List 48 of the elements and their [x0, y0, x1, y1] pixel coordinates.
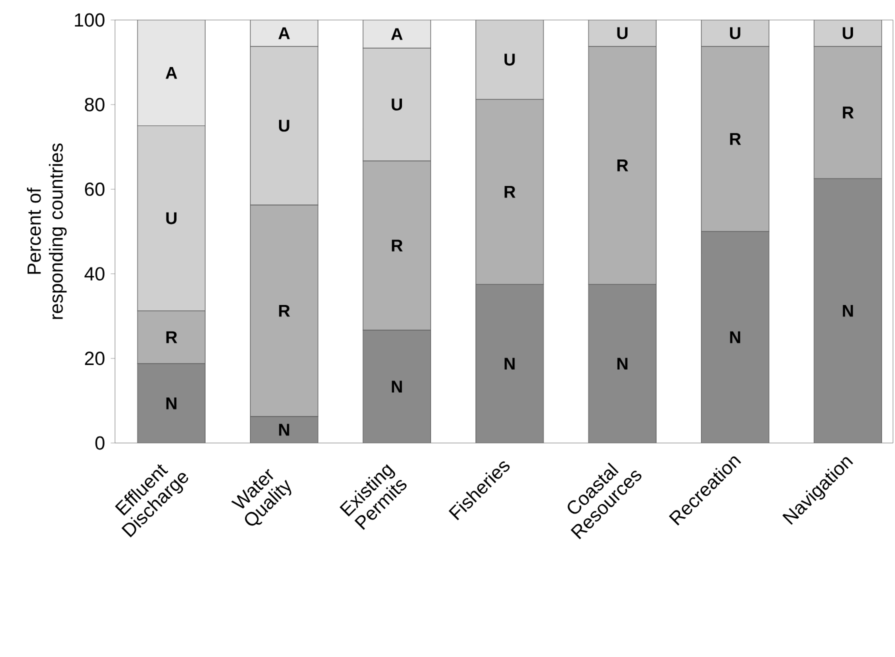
y-tick-label: 100	[74, 13, 104, 27]
text: A	[391, 28, 403, 40]
text: U	[392, 98, 402, 111]
y-tick-label: 40	[84, 267, 104, 281]
bar	[250, 46, 318, 206]
bar	[138, 364, 206, 443]
bar	[588, 20, 657, 47]
series-label: U	[617, 27, 628, 40]
text: A	[166, 67, 178, 79]
text: U	[279, 120, 290, 132]
text: U	[730, 27, 740, 40]
bar	[588, 284, 656, 443]
bar	[250, 416, 318, 443]
bar	[701, 20, 770, 47]
bar	[362, 20, 432, 48]
text: N	[842, 304, 853, 317]
y-tick-label: 80	[84, 98, 104, 112]
text: U	[842, 27, 854, 40]
text: N	[504, 358, 515, 370]
y-axis-title: Percent of responding countries	[26, 144, 67, 319]
bar	[476, 20, 544, 100]
text: R	[279, 304, 290, 317]
text: R	[504, 186, 516, 198]
series-label: A	[278, 27, 290, 40]
y-tick-label: 60	[85, 182, 104, 196]
text: R	[730, 133, 741, 145]
bar	[137, 20, 206, 126]
y-tick-label: 20	[85, 352, 104, 366]
text: N	[617, 358, 628, 370]
bar	[363, 330, 431, 443]
bar	[701, 232, 769, 443]
text: R	[617, 160, 628, 172]
y-tick-label: 0	[95, 436, 104, 450]
bar	[814, 20, 882, 47]
text: N	[730, 331, 740, 344]
text: U	[166, 212, 176, 224]
bar	[362, 48, 432, 162]
series-label: R	[166, 331, 178, 344]
text: N	[392, 380, 402, 392]
bar	[476, 284, 544, 443]
series-label: N	[279, 424, 290, 436]
text: R	[842, 106, 854, 118]
text: R	[392, 240, 403, 252]
text: U	[504, 54, 515, 66]
text: N	[166, 397, 176, 410]
bar	[137, 125, 206, 312]
bar	[250, 20, 318, 47]
bar	[814, 178, 882, 443]
